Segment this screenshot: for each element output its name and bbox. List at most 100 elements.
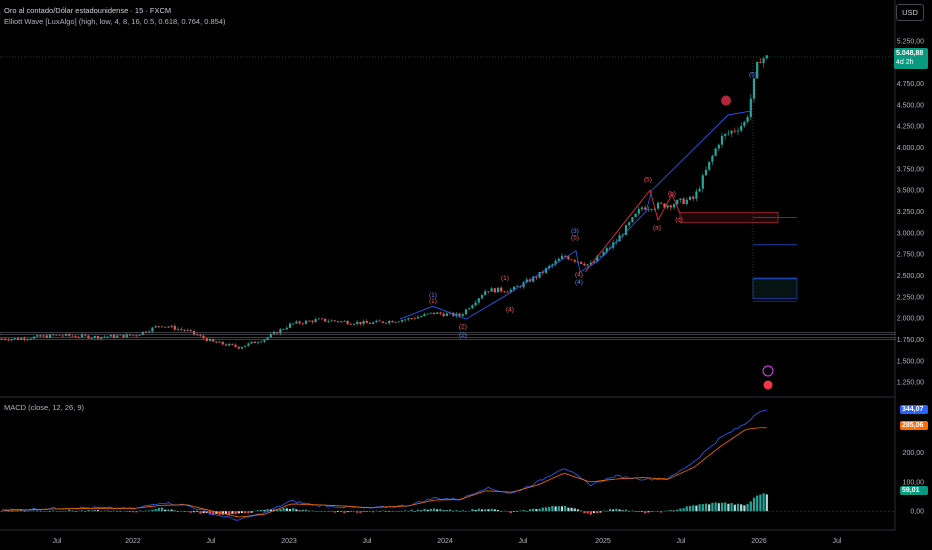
macd-histogram-bar [77,510,80,512]
candle-body [279,329,282,334]
wave-label: (3) [571,228,579,235]
macd-histogram-bar [42,511,45,512]
candle-body [717,144,720,149]
candle-body [644,207,647,210]
candle-body [80,334,84,338]
time-tick-label: 2025 [595,538,611,545]
currency-button[interactable]: USD [896,4,924,21]
macd-histogram-bar [301,510,304,512]
macd-histogram-bar [90,510,93,512]
macd-histogram-bar [247,511,250,514]
macd-histogram-bar [135,511,138,513]
macd-histogram-bar [116,510,119,512]
macd-histogram-bar [263,510,266,512]
candle-body [87,335,90,339]
candle-body [756,62,759,79]
candle-body [320,318,324,320]
indicator-title: Elliott Wave [LuxAlgo] (high, low, 4, 8,… [4,17,226,26]
candle-body [413,318,416,320]
last-price-badge: 5.048,88 4d 2h [894,48,928,69]
candle-body [439,312,442,314]
candle-body [522,282,525,288]
macd-histogram-bar [192,511,196,513]
macd-histogram-bar [202,511,205,514]
macd-histogram-bar [346,511,349,513]
candle-body [282,329,285,330]
macd-histogram-bar [535,509,538,512]
candle-body [13,338,16,339]
wave-label: (5) [571,235,579,242]
candle-body [247,343,250,346]
candle-body [292,323,295,325]
macd-histogram-bar [480,509,484,512]
macd-histogram-bar [215,511,218,514]
candle-body [340,321,343,323]
macd-histogram-bar [128,511,132,512]
candle-body [698,188,701,192]
candle-body [746,116,749,122]
candle-body [237,346,240,349]
candle-body [669,205,672,208]
candle-body [221,341,224,345]
time-tick-label: Jul [519,538,528,545]
macd-histogram-bar [628,510,631,512]
candle-body [215,341,218,343]
candle-body [685,199,688,205]
candle-body [4,338,7,340]
candle-body [388,320,391,324]
candle-body [567,256,570,260]
candle-body [580,261,583,264]
macd-histogram-bar [285,508,288,512]
candle-body [176,328,180,330]
candle-body [240,347,244,349]
candle-body [36,335,39,337]
candle-body [384,322,388,324]
candle-body [599,255,602,257]
candle-body [256,342,260,344]
candle-body [551,264,554,266]
macd-histogram-bar [762,493,765,512]
wave-label: (5) [644,177,652,184]
candle-body [583,263,586,266]
candle-body [260,341,263,343]
macd-histogram-bar [701,504,704,512]
candle-body [391,320,394,323]
wave-label: (2) [459,332,467,339]
macd-histogram-bar [650,511,653,512]
macd-histogram-bar [7,510,10,512]
candle-body [464,309,468,315]
candle-body [458,313,461,316]
candle-body [759,62,762,63]
candle-body [109,334,112,337]
macd-histogram-bar [151,509,154,512]
candle-body [557,258,560,261]
candle-body [343,321,346,322]
macd-histogram-bar [506,511,509,512]
wave-label: (a) [653,224,661,231]
macd-histogram-bar [404,510,407,512]
candle-body [288,323,292,328]
macd-histogram-bar [426,509,429,512]
macd-histogram-bar [656,511,660,512]
candle-body [503,291,506,293]
candle-body [42,335,45,337]
macd-histogram-bar [132,511,135,513]
macd-histogram-bar [48,511,52,512]
candle-body [135,335,138,337]
candle-body [285,327,288,330]
macd-histogram-bar [663,510,666,512]
macd-histogram-bar [394,510,397,512]
candle-body [160,326,164,328]
macd-histogram-bar [756,495,759,512]
macd-histogram-bar [138,510,141,512]
candle-body [679,198,682,200]
price-tick-label: 1.250,00 [897,380,924,387]
macd-histogram-bar [381,510,384,512]
macd-histogram-bar [602,510,605,512]
macd-histogram-bar [653,511,656,512]
macd-histogram-bar [634,511,637,512]
macd-histogram-bar [647,511,650,513]
macd-histogram-bar [224,511,228,514]
price-tick-label: 5.250,00 [897,38,924,45]
